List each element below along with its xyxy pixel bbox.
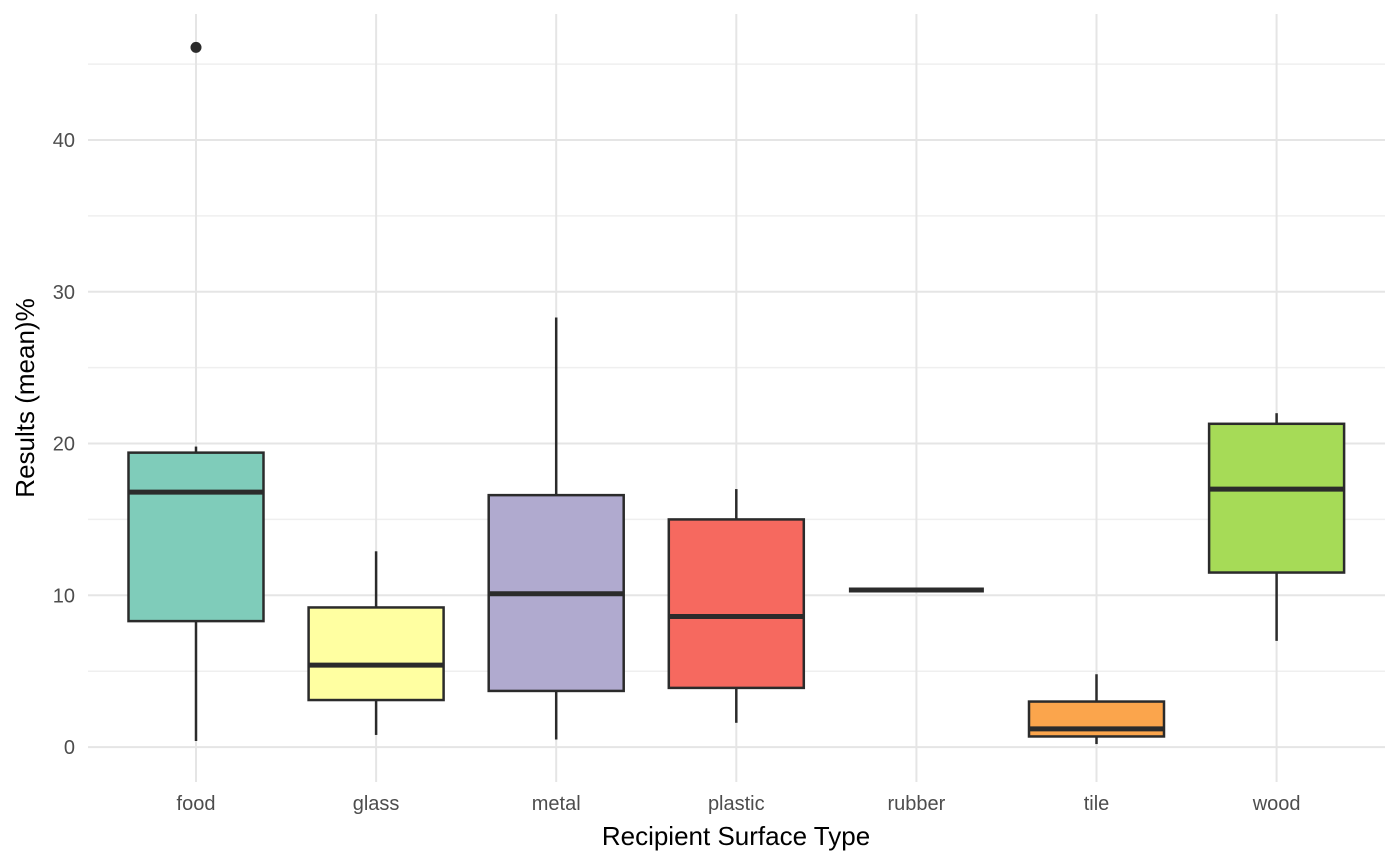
y-axis-tick-labels: 0 10 20 30 40 — [53, 130, 75, 759]
box-body — [1207, 422, 1346, 574]
box-wood — [1207, 413, 1346, 641]
x-axis-tick-labels: food glass metal plastic rubber tile wood — [177, 793, 1301, 815]
box-tile — [1027, 674, 1166, 745]
x-tick-label: food — [177, 793, 216, 815]
x-tick-label: plastic — [708, 793, 765, 815]
x-tick-label: wood — [1252, 793, 1301, 815]
box-food — [127, 41, 265, 742]
y-tick-label: 20 — [53, 434, 75, 456]
box-body — [127, 451, 265, 623]
box-glass — [307, 551, 445, 735]
y-tick-label: 40 — [53, 130, 75, 152]
y-tick-label: 10 — [53, 585, 75, 607]
x-tick-label: glass — [353, 793, 400, 815]
y-axis-title: Results (mean)% — [10, 298, 40, 497]
x-tick-label: tile — [1084, 793, 1110, 815]
box-plastic — [667, 489, 806, 723]
x-tick-label: metal — [532, 793, 581, 815]
box-series — [127, 41, 1346, 745]
box-body — [667, 518, 806, 690]
outlier-point — [190, 41, 202, 53]
box-body — [307, 606, 445, 702]
y-tick-label: 0 — [64, 737, 75, 759]
x-axis-title: Recipient Surface Type — [602, 821, 870, 851]
y-tick-label: 30 — [53, 282, 75, 304]
x-tick-label: rubber — [887, 793, 945, 815]
box-metal — [487, 317, 625, 740]
